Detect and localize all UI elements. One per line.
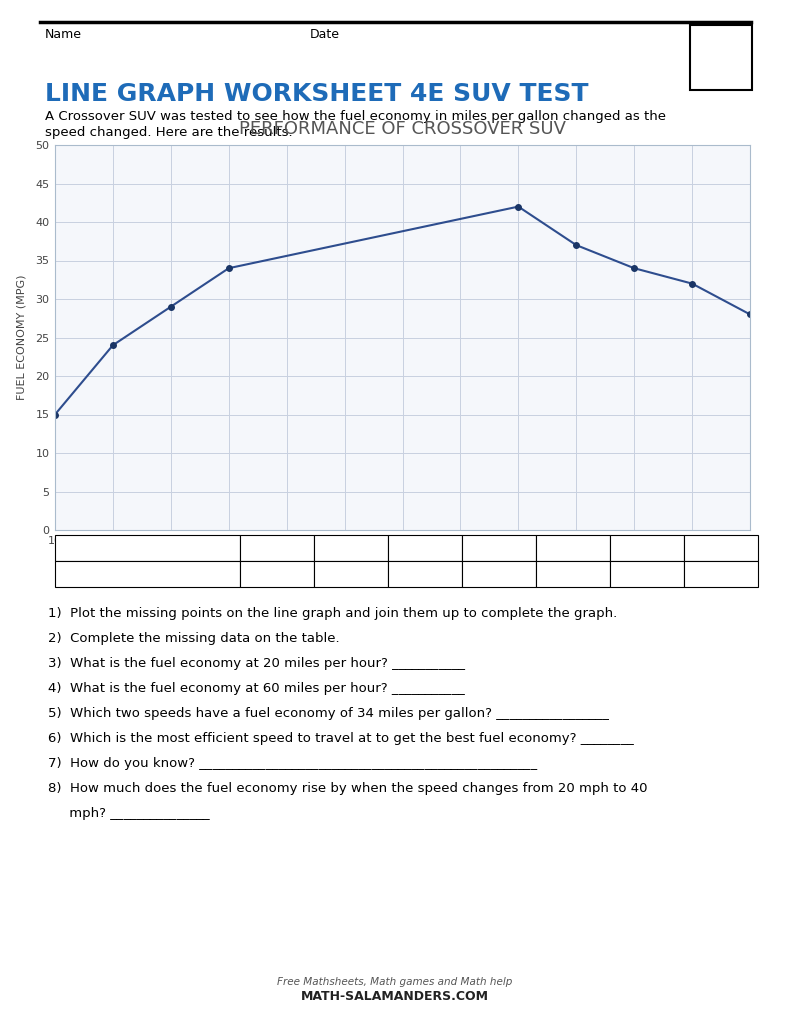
Text: 1)  Plot the missing points on the line graph and join them up to complete the g: 1) Plot the missing points on the line g… <box>48 607 617 620</box>
Text: Date: Date <box>310 28 340 41</box>
Text: A Crossover SUV was tested to see how the fuel economy in miles per gallon chang: A Crossover SUV was tested to see how th… <box>45 110 666 123</box>
Text: 55: 55 <box>713 542 729 555</box>
X-axis label: SPEED (MILES PER HOUR): SPEED (MILES PER HOUR) <box>331 554 474 564</box>
Text: MATH-SALAMANDERS.COM: MATH-SALAMANDERS.COM <box>301 990 489 1004</box>
Text: Name: Name <box>45 28 82 41</box>
Text: LINE GRAPH WORKSHEET 4E SUV TEST: LINE GRAPH WORKSHEET 4E SUV TEST <box>45 82 589 106</box>
Text: 4: 4 <box>721 45 735 65</box>
Text: Free Mathsheets, Math games and Math help: Free Mathsheets, Math games and Math hel… <box>278 977 513 987</box>
Text: 4)  What is the fuel economy at 60 miles per hour? ___________: 4) What is the fuel economy at 60 miles … <box>48 682 465 695</box>
Text: FUEL ECONOMY (mpg): FUEL ECONOMY (mpg) <box>77 567 218 581</box>
Text: 50: 50 <box>639 542 655 555</box>
Text: 42: 42 <box>417 567 433 581</box>
Text: 35: 35 <box>417 542 433 555</box>
Title: PERFORMANCE OF CROSSOVER SUV: PERFORMANCE OF CROSSOVER SUV <box>239 120 566 138</box>
Text: 47: 47 <box>491 567 507 581</box>
Text: 7)  How do you know? ___________________________________________________: 7) How do you know? ____________________… <box>48 757 537 770</box>
Text: 5)  Which two speeds have a fuel economy of 34 miles per gallon? _______________: 5) Which two speeds have a fuel economy … <box>48 707 609 720</box>
Text: speed changed. Here are the results.: speed changed. Here are the results. <box>45 126 293 139</box>
Text: 45: 45 <box>565 542 581 555</box>
Text: 40: 40 <box>343 567 359 581</box>
Text: 30: 30 <box>343 542 359 555</box>
Text: mph? _______________: mph? _______________ <box>48 807 210 820</box>
Text: 40: 40 <box>491 542 507 555</box>
Text: 25: 25 <box>269 542 285 555</box>
Text: SPEED (mph): SPEED (mph) <box>106 542 189 555</box>
Y-axis label: FUEL ECONOMY (MPG): FUEL ECONOMY (MPG) <box>17 274 27 400</box>
Text: 44: 44 <box>565 567 581 581</box>
Text: 3)  What is the fuel economy at 20 miles per hour? ___________: 3) What is the fuel economy at 20 miles … <box>48 657 465 670</box>
Text: 6)  Which is the most efficient speed to travel at to get the best fuel economy?: 6) Which is the most efficient speed to … <box>48 732 634 745</box>
Text: 2)  Complete the missing data on the table.: 2) Complete the missing data on the tabl… <box>48 632 339 645</box>
Text: 8)  How much does the fuel economy rise by when the speed changes from 20 mph to: 8) How much does the fuel economy rise b… <box>48 782 648 795</box>
